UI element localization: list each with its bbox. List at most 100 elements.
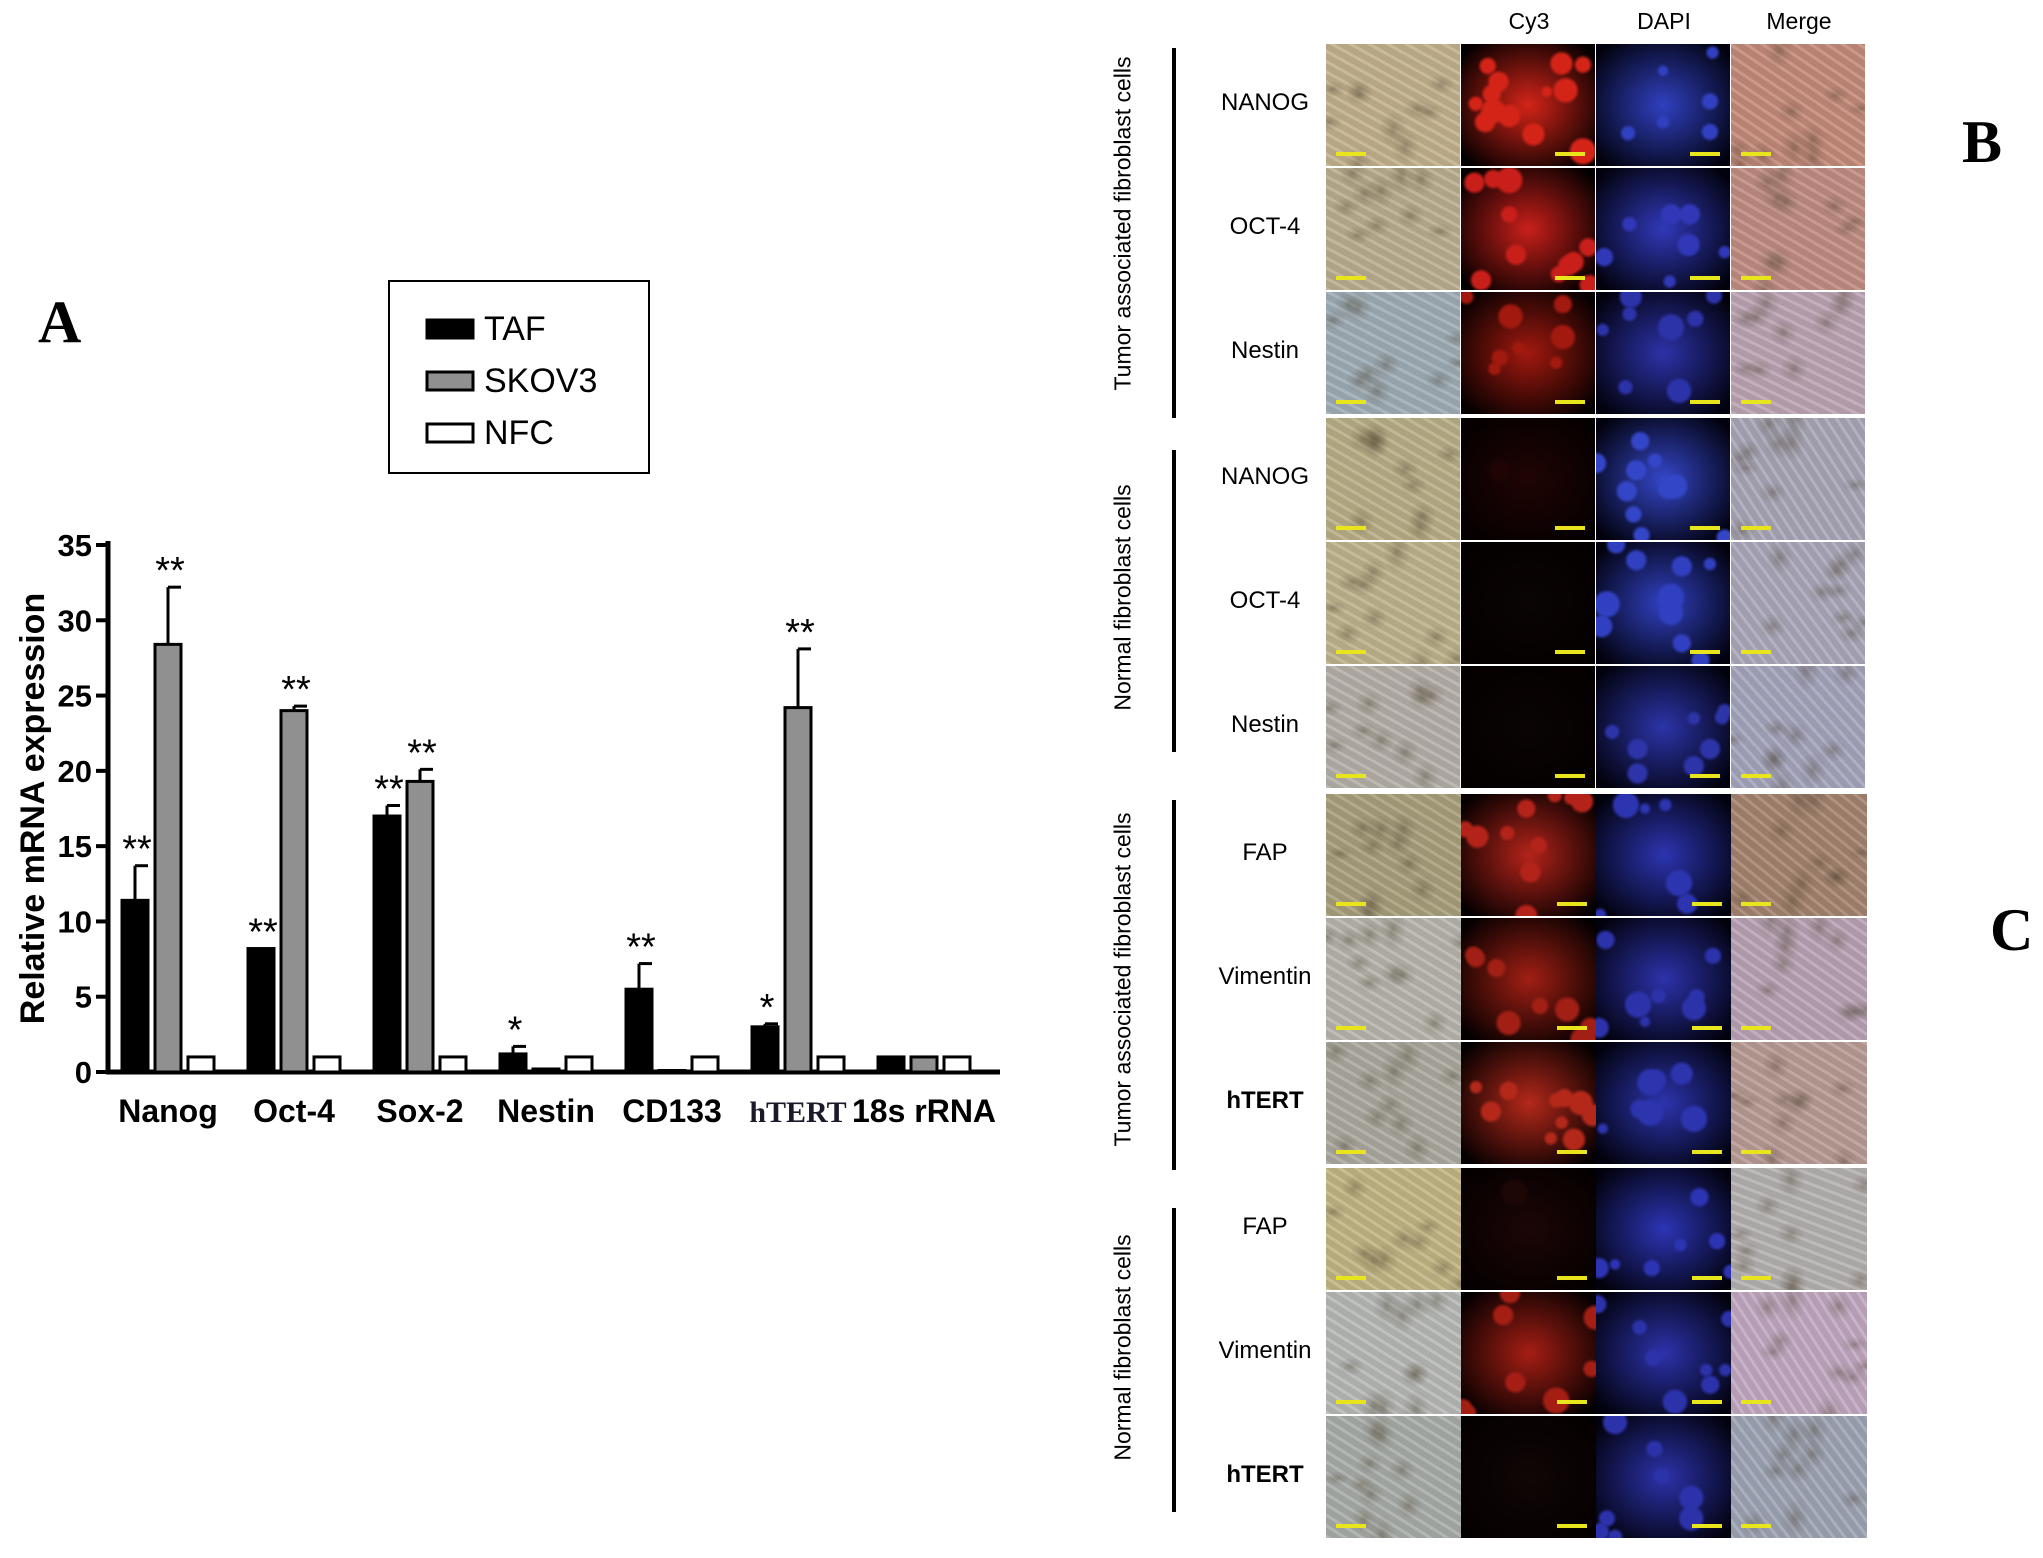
y-axis-label: Relative mRNA expression — [14, 593, 52, 1024]
micrograph-cy3 — [1461, 1168, 1597, 1290]
significance-mark: ** — [122, 829, 152, 871]
scale-bar — [1690, 152, 1720, 156]
marker-label-htert: hTERT — [1226, 1461, 1304, 1488]
scale-bar — [1555, 152, 1585, 156]
micrograph-cy3 — [1461, 418, 1595, 540]
micrograph-merge — [1731, 1168, 1867, 1290]
micrograph-brightfield — [1326, 1416, 1462, 1538]
group-label-2: Normal fibroblast cells — [1109, 484, 1136, 711]
scale-bar — [1336, 1026, 1366, 1030]
micrograph-cy3 — [1461, 1042, 1597, 1164]
bar-nfc — [438, 1055, 468, 1074]
significance-mark: ** — [248, 912, 278, 954]
scale-bar — [1692, 1276, 1722, 1280]
bar-skov3 — [657, 1068, 687, 1074]
y-tick-label: 25 — [58, 679, 92, 714]
significance-mark: ** — [281, 669, 311, 711]
legend-swatch-nfc — [425, 422, 475, 444]
significance-mark: * — [760, 987, 775, 1029]
scale-bar — [1557, 1150, 1587, 1154]
scale-bar — [1741, 650, 1771, 654]
scale-bar — [1692, 1524, 1722, 1528]
bar-nfc — [564, 1055, 594, 1074]
micrograph-dapi — [1596, 418, 1730, 540]
significance-mark: ** — [374, 768, 404, 810]
micrograph-merge — [1731, 168, 1865, 290]
micrograph-brightfield — [1326, 292, 1460, 414]
bar-skov3 — [405, 779, 435, 1074]
scale-bar — [1690, 400, 1720, 404]
y-tick-label: 30 — [58, 603, 92, 638]
significance-mark: ** — [785, 612, 815, 654]
scale-bar — [1692, 1150, 1722, 1154]
scale-bar — [1336, 276, 1366, 280]
y-tick-label: 5 — [75, 980, 92, 1015]
bar-skov3 — [909, 1055, 939, 1074]
scale-bar — [1741, 1276, 1771, 1280]
micrograph-dapi — [1596, 1292, 1732, 1414]
micrograph-cy3 — [1461, 1416, 1597, 1538]
micrograph-cy3 — [1461, 1292, 1597, 1414]
scale-bar — [1555, 650, 1585, 654]
micrograph-cy3 — [1461, 794, 1597, 916]
scale-bar — [1336, 400, 1366, 404]
bar-taf — [624, 987, 654, 1074]
marker-label-nanog: NANOG — [1220, 89, 1309, 116]
x-category-label: hTERT — [749, 1096, 846, 1129]
bar-skov3 — [279, 709, 309, 1074]
scale-bar — [1741, 1150, 1771, 1154]
micrograph-merge — [1731, 418, 1865, 540]
marker-label-oct-4: OCT-4 — [1229, 213, 1301, 240]
scale-bar — [1741, 1524, 1771, 1528]
bar-nfc — [816, 1055, 846, 1074]
group-divider-line — [1172, 450, 1176, 752]
bar-nfc — [942, 1055, 972, 1074]
micrograph-brightfield — [1326, 1042, 1462, 1164]
scale-bar — [1692, 902, 1722, 906]
micrograph-brightfield — [1326, 794, 1462, 916]
micrograph-merge — [1731, 44, 1865, 166]
micrograph-dapi — [1596, 542, 1730, 664]
x-category-label: Oct-4 — [253, 1093, 335, 1129]
scale-bar — [1741, 1026, 1771, 1030]
x-category-label: 18s rRNA — [852, 1093, 996, 1129]
micrograph-dapi — [1596, 1168, 1732, 1290]
micrograph-merge — [1731, 1292, 1867, 1414]
scale-bar — [1741, 152, 1771, 156]
scale-bar — [1557, 1524, 1587, 1528]
x-category-label: Nestin — [497, 1093, 595, 1129]
marker-label-nestin: Nestin — [1230, 337, 1300, 364]
panel-label-c: C — [1990, 897, 2034, 963]
marker-label-nanog: NANOG — [1220, 463, 1309, 490]
y-tick-label: 20 — [58, 754, 92, 789]
micrograph-brightfield — [1326, 1168, 1462, 1290]
y-tick-label: 15 — [58, 829, 92, 864]
bar-taf — [876, 1055, 906, 1074]
significance-mark: ** — [155, 550, 185, 592]
micrograph-cy3 — [1461, 918, 1597, 1040]
legend-swatch-taf — [425, 318, 475, 340]
scale-bar — [1336, 1524, 1366, 1528]
micrograph-merge — [1731, 794, 1867, 916]
scale-bar — [1336, 1276, 1366, 1280]
bar-taf — [246, 947, 276, 1074]
bar-taf — [120, 898, 150, 1074]
group-divider-line — [1172, 800, 1176, 1170]
scale-bar — [1555, 774, 1585, 778]
bar-nfc — [690, 1055, 720, 1074]
scale-bar — [1741, 1400, 1771, 1404]
scale-bar — [1690, 774, 1720, 778]
scale-bar — [1336, 1400, 1366, 1404]
scale-bar — [1555, 276, 1585, 280]
micrograph-brightfield — [1326, 1292, 1462, 1414]
marker-label-fap: FAP — [1242, 1213, 1288, 1240]
bar-nfc — [312, 1055, 342, 1074]
scale-bar — [1690, 276, 1720, 280]
marker-label-vimentin: Vimentin — [1218, 963, 1312, 990]
bar-taf — [372, 814, 402, 1074]
scale-bar — [1690, 650, 1720, 654]
column-header-dapi: DAPI — [1637, 8, 1691, 34]
legend-label: SKOV3 — [484, 362, 597, 400]
scale-bar — [1336, 152, 1366, 156]
bar-skov3 — [531, 1067, 561, 1074]
